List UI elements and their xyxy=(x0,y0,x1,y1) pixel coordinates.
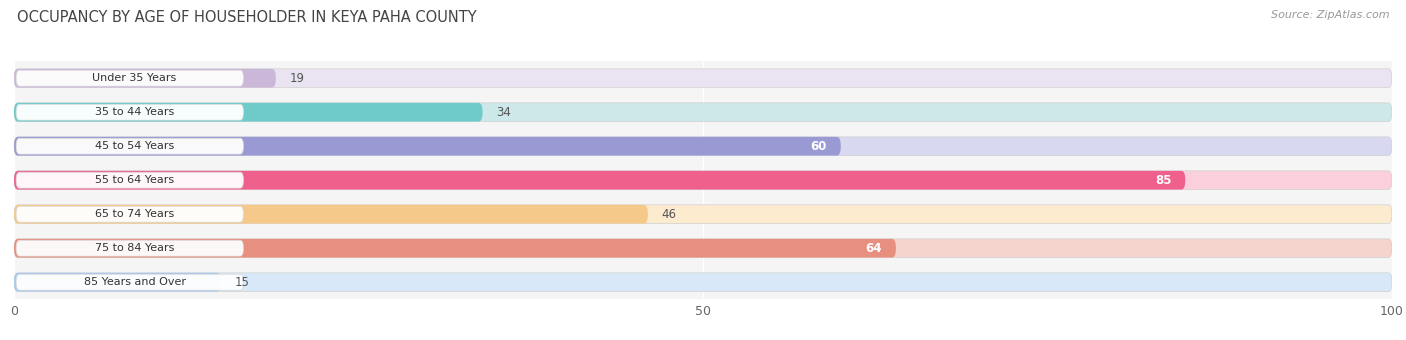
Text: 64: 64 xyxy=(866,242,882,255)
Text: 15: 15 xyxy=(235,276,249,289)
Text: 65 to 74 Years: 65 to 74 Years xyxy=(96,209,174,219)
Text: 60: 60 xyxy=(811,140,827,153)
Text: 85: 85 xyxy=(1154,174,1171,187)
FancyBboxPatch shape xyxy=(14,205,648,224)
FancyBboxPatch shape xyxy=(14,171,1392,190)
Text: 85 Years and Over: 85 Years and Over xyxy=(83,277,186,287)
FancyBboxPatch shape xyxy=(15,240,243,256)
FancyBboxPatch shape xyxy=(14,137,841,156)
Text: Under 35 Years: Under 35 Years xyxy=(93,73,177,83)
FancyBboxPatch shape xyxy=(15,70,243,86)
Text: 34: 34 xyxy=(496,106,512,119)
FancyBboxPatch shape xyxy=(15,138,243,154)
FancyBboxPatch shape xyxy=(14,137,1392,156)
Text: 19: 19 xyxy=(290,72,305,85)
Text: 45 to 54 Years: 45 to 54 Years xyxy=(96,141,174,151)
FancyBboxPatch shape xyxy=(15,104,243,120)
FancyBboxPatch shape xyxy=(14,239,896,258)
Text: 35 to 44 Years: 35 to 44 Years xyxy=(96,107,174,117)
FancyBboxPatch shape xyxy=(15,274,243,290)
Text: 75 to 84 Years: 75 to 84 Years xyxy=(96,243,174,253)
FancyBboxPatch shape xyxy=(14,273,1392,292)
Text: 46: 46 xyxy=(662,208,676,221)
FancyBboxPatch shape xyxy=(15,206,243,222)
FancyBboxPatch shape xyxy=(15,172,243,188)
Text: OCCUPANCY BY AGE OF HOUSEHOLDER IN KEYA PAHA COUNTY: OCCUPANCY BY AGE OF HOUSEHOLDER IN KEYA … xyxy=(17,10,477,25)
FancyBboxPatch shape xyxy=(14,273,221,292)
FancyBboxPatch shape xyxy=(14,239,1392,258)
FancyBboxPatch shape xyxy=(14,103,1392,122)
Text: 55 to 64 Years: 55 to 64 Years xyxy=(96,175,174,185)
FancyBboxPatch shape xyxy=(14,103,482,122)
FancyBboxPatch shape xyxy=(14,205,1392,224)
FancyBboxPatch shape xyxy=(14,69,1392,88)
FancyBboxPatch shape xyxy=(14,69,276,88)
FancyBboxPatch shape xyxy=(14,171,1185,190)
Text: Source: ZipAtlas.com: Source: ZipAtlas.com xyxy=(1271,10,1389,20)
